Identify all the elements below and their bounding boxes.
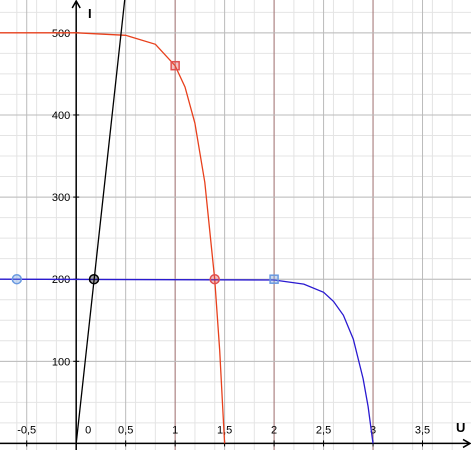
- y-axis-label: I: [88, 6, 92, 21]
- x-tick-label: 1: [172, 424, 178, 436]
- x-tick-label: 0: [85, 424, 91, 436]
- x-tick-label: -0,5: [17, 424, 36, 436]
- point: [88, 273, 100, 285]
- x-tick-label: 3,5: [415, 424, 430, 436]
- y-tick-label: 100: [52, 356, 70, 368]
- x-tick-label: 1,5: [217, 424, 232, 436]
- plot: [0, 0, 374, 444]
- x-tick-label: 3: [370, 424, 376, 436]
- point: [11, 273, 23, 285]
- y-tick-label: 200: [52, 274, 70, 286]
- series-line: [0, 278, 374, 444]
- point: [170, 60, 180, 71]
- x-tick-label: 2: [271, 424, 277, 436]
- y-tick-label: 300: [52, 192, 70, 204]
- x-axis-label: U: [456, 420, 465, 435]
- point: [269, 274, 279, 284]
- series-line: [0, 32, 226, 444]
- point: [209, 273, 220, 285]
- x-axis-arrow: [462, 438, 471, 449]
- y-tick-label: 500: [52, 28, 70, 40]
- x-tick-label: 0,5: [118, 424, 133, 436]
- y-axis-arrow: [71, 0, 81, 9]
- y-tick-label: 400: [52, 110, 70, 122]
- series-line: [75, 0, 126, 444]
- x-tick-label: 2,5: [316, 424, 331, 436]
